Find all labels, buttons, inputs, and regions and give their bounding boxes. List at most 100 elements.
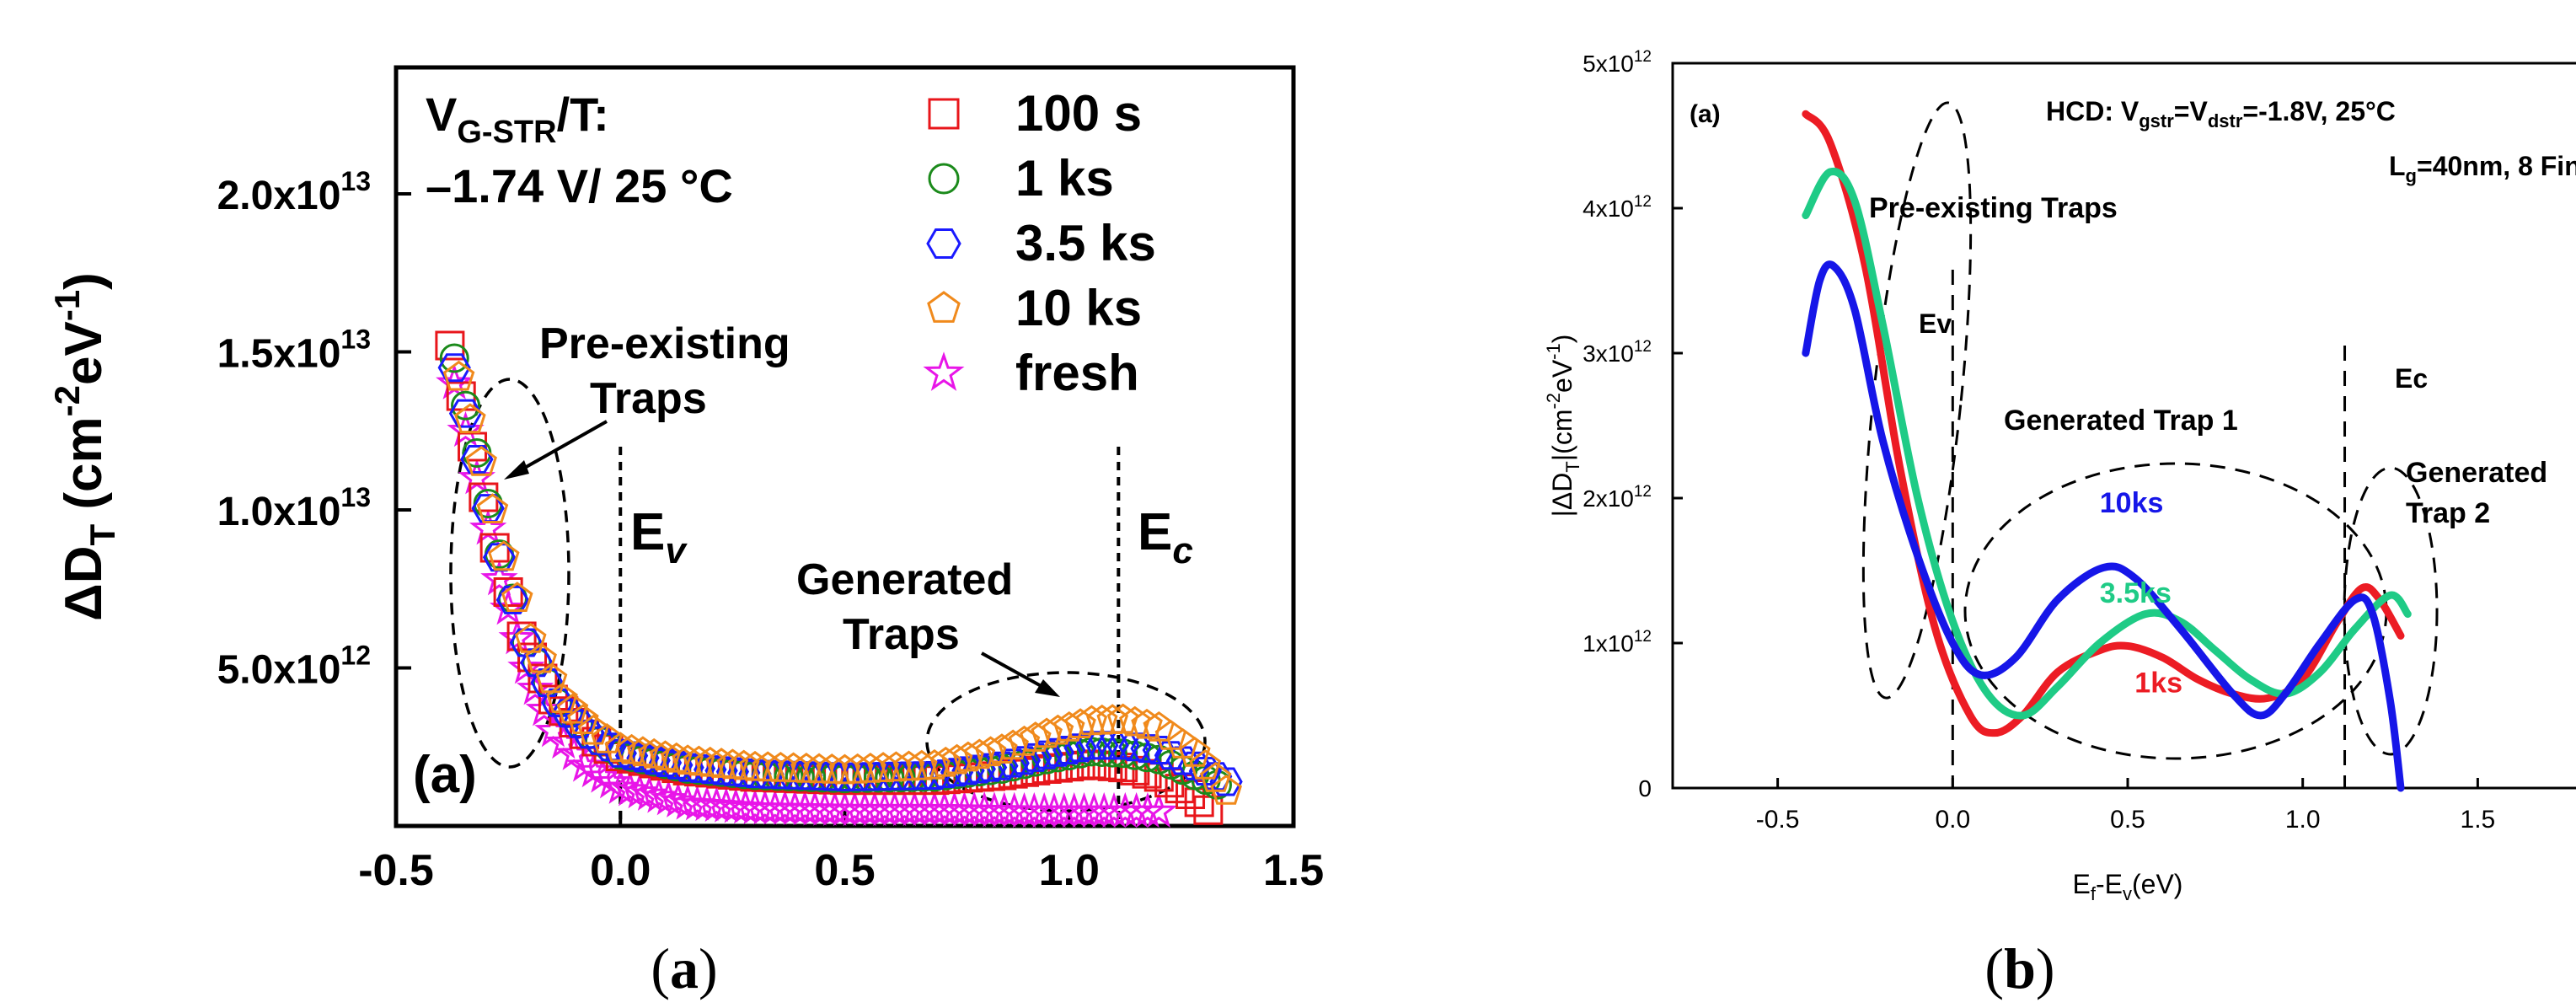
legend-label: fresh — [1015, 345, 1139, 401]
data-point — [1007, 746, 1042, 775]
data-point — [1131, 708, 1163, 739]
y-tick-label: 4x1012 — [1583, 193, 1652, 222]
data-point — [541, 688, 575, 717]
chart-a-panel-label: (a) — [413, 746, 477, 804]
data-point — [688, 785, 726, 822]
x-tick-label: 1.0 — [2285, 806, 2321, 834]
chart-b-series — [1802, 110, 2412, 792]
data-point — [752, 751, 785, 782]
x-tick-label: 0.0 — [1935, 806, 1970, 834]
data-point — [509, 628, 544, 657]
data-point — [952, 741, 984, 772]
data-point — [520, 648, 554, 678]
data-point — [480, 560, 518, 596]
x-tick-label: -0.5 — [1756, 806, 1800, 834]
data-point — [447, 410, 485, 448]
data-point — [530, 668, 564, 697]
data-point — [668, 784, 707, 820]
data-point — [640, 777, 678, 813]
data-point — [929, 759, 962, 789]
chart-a-series — [435, 330, 1243, 828]
data-point — [626, 743, 660, 773]
pre-existing-arrowhead — [504, 460, 529, 480]
data-point — [659, 781, 697, 818]
legend-marker — [928, 163, 960, 195]
caption-b: (b) — [1984, 936, 2054, 1000]
data-point — [963, 738, 996, 769]
data-point — [448, 399, 483, 428]
data-point — [1031, 717, 1063, 748]
annotation-generated-line2: Traps — [843, 610, 960, 659]
data-point — [1064, 708, 1096, 738]
data-point — [777, 752, 810, 783]
chart-b-condition-line1: HCD: Vgstr=Vdstr=-1.8V, 25°C — [2046, 96, 2396, 131]
data-point — [525, 690, 563, 727]
data-point — [951, 756, 985, 785]
data-point — [442, 360, 475, 391]
data-point — [918, 748, 951, 780]
chart-a-x-axis: -0.5 0.0 0.5 1.0 1.5 — [358, 811, 1324, 895]
data-point — [1209, 767, 1243, 796]
data-point — [707, 786, 745, 823]
series-10ks — [1802, 260, 2405, 792]
data-point — [727, 749, 760, 780]
y-tick-label: 5x1012 — [1583, 48, 1652, 77]
annotation-generated-line1: Generated — [796, 555, 1013, 604]
series-fresh — [436, 363, 1178, 828]
data-point — [516, 669, 554, 705]
chart-a-band-lines — [619, 447, 1121, 826]
data-point — [507, 648, 545, 684]
x-tick-label: 1.5 — [2461, 806, 2496, 834]
generated-arrowhead — [1035, 679, 1060, 697]
data-point — [602, 768, 640, 804]
data-point — [439, 343, 469, 373]
data-point — [615, 733, 648, 764]
chart-a-y-axis: 5.0x1012 1.0x1013 1.5x1013 2.0x1013 — [217, 166, 411, 693]
data-point — [451, 390, 481, 421]
pre-existing-ellipse — [449, 378, 570, 769]
x-tick-label: 0.5 — [814, 846, 875, 895]
data-point — [501, 582, 533, 612]
data-point — [1130, 734, 1164, 764]
legend-marker — [928, 98, 960, 130]
y-tick-label: 0 — [1638, 775, 1652, 802]
data-point — [546, 683, 578, 713]
legend-label: 1 ks — [1015, 150, 1114, 206]
data-point — [495, 585, 530, 614]
data-point — [1086, 704, 1118, 735]
data-point — [997, 729, 1029, 760]
annotation-ev: Ev — [630, 503, 688, 571]
data-point — [437, 353, 471, 383]
x-tick-label: 0.0 — [590, 846, 651, 895]
y-tick-label: 1x1012 — [1583, 628, 1652, 657]
chart-a-condition-line1: VG-STR/T: — [426, 88, 609, 150]
data-point — [1154, 741, 1188, 770]
data-point — [1075, 705, 1108, 736]
chart-b-xlabel: Ef-Ev(eV) — [2073, 869, 2183, 904]
data-point — [648, 748, 683, 777]
data-point — [567, 704, 599, 734]
chart-b-panel-label: (a) — [1690, 100, 1721, 128]
annotation-b-gen1: Generated Trap 1 — [2004, 405, 2238, 437]
data-point — [493, 577, 523, 607]
y-tick-label: 2x1012 — [1583, 483, 1652, 512]
data-point — [1020, 721, 1052, 752]
data-point — [790, 752, 822, 783]
y-tick-label: 3x1012 — [1583, 338, 1652, 367]
data-point — [627, 736, 659, 767]
chart-b-condition-line2: Lg=40nm, 8 Fins — [2389, 151, 2576, 186]
y-tick-label: 5.0x1012 — [217, 641, 371, 693]
data-point — [1106, 703, 1139, 734]
data-point — [1142, 736, 1176, 764]
annotation-b-gen2-line2: Trap 2 — [2406, 497, 2490, 529]
data-point — [1052, 710, 1085, 742]
chart-a: 5.0x1012 1.0x1013 1.5x1013 2.0x1013 -0.5 0.0… — [47, 65, 1324, 895]
series-10-ks — [442, 360, 1242, 805]
data-point — [1008, 725, 1041, 756]
data-point — [454, 403, 486, 434]
chart-b-band-lines — [1951, 270, 2347, 788]
data-point — [435, 330, 465, 361]
data-point — [660, 750, 694, 780]
data-point — [488, 540, 520, 571]
data-point — [1119, 705, 1151, 737]
